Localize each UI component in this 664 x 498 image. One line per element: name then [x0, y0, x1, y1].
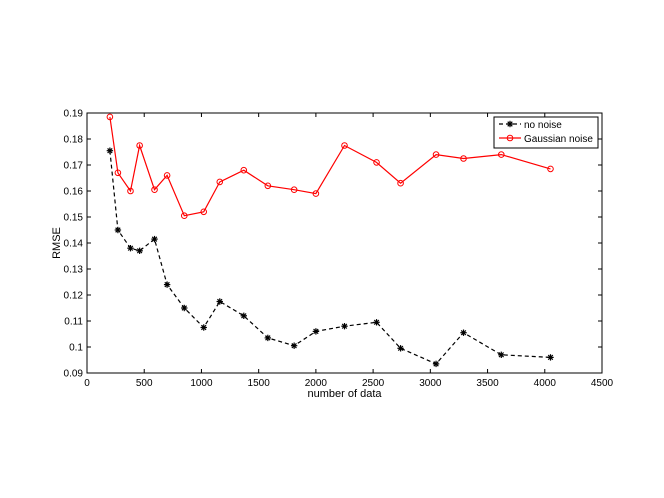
data-point-no-noise — [163, 281, 171, 288]
data-point-gaussian-noise — [240, 166, 248, 174]
data-point-no-noise — [264, 334, 272, 342]
y-tick-label: 0.16 — [64, 187, 84, 198]
x-tick-label: 3000 — [419, 378, 442, 389]
data-point-no-noise — [181, 304, 188, 312]
data-point-no-noise — [373, 319, 380, 326]
y-tick-label: 0.12 — [64, 291, 84, 302]
x-axis: 0 500 1000 1500 2000 2500 3000 3500 4000 4500 — [84, 113, 614, 389]
plot-area — [86, 112, 603, 374]
series-layer — [106, 113, 554, 368]
y-tick-label: 0.15 — [64, 213, 84, 224]
data-point-gaussian-noise — [264, 182, 272, 190]
data-point-no-noise — [432, 360, 440, 368]
data-point-gaussian-noise — [341, 142, 348, 149]
data-point-gaussian-noise — [373, 159, 380, 166]
data-point-no-noise — [127, 245, 134, 252]
data-point-no-noise — [151, 235, 158, 243]
data-point-gaussian-noise — [114, 169, 122, 177]
y-tick-label: 0.11 — [64, 317, 83, 328]
data-point-gaussian-noise — [163, 172, 171, 179]
data-point-no-noise — [240, 312, 247, 319]
x-tick-label: 1500 — [248, 378, 271, 389]
x-tick-label: 4500 — [591, 378, 614, 389]
legend-marker-no-noise — [506, 120, 514, 128]
x-tick-label: 0 — [84, 378, 90, 389]
data-point-no-noise — [114, 226, 122, 234]
y-axis-label: RMSE — [51, 227, 63, 259]
data-point-no-noise — [498, 351, 505, 358]
data-point-gaussian-noise — [432, 151, 440, 158]
x-tick-label: 3500 — [476, 378, 499, 389]
x-tick-label: 4000 — [534, 378, 557, 389]
data-point-gaussian-noise — [216, 178, 224, 186]
data-point-no-noise — [341, 323, 348, 330]
data-point-no-noise — [136, 247, 143, 254]
legend-star-marker — [506, 120, 514, 128]
y-tick-label: 0.14 — [64, 239, 84, 250]
data-point-gaussian-noise — [312, 190, 320, 197]
data-point-gaussian-noise — [136, 142, 143, 149]
data-point-gaussian-noise — [547, 165, 554, 173]
y-tick-label: 0.09 — [64, 369, 84, 380]
x-axis-label: number of data — [308, 388, 383, 400]
legend: no noise Gaussian noise — [493, 116, 599, 149]
data-point-gaussian-noise — [497, 151, 505, 158]
data-point-gaussian-noise — [397, 179, 404, 187]
data-point-gaussian-noise — [200, 208, 208, 216]
legend-circle-marker — [506, 134, 514, 142]
legend-label-no-noise: no noise — [524, 120, 562, 131]
data-point-gaussian-noise — [106, 113, 114, 121]
y-tick-label: 0.18 — [64, 135, 84, 146]
data-point-no-noise — [397, 345, 404, 352]
legend-marker-gaussian-noise — [506, 134, 514, 142]
data-point-no-noise — [200, 324, 207, 331]
legend-box — [493, 116, 599, 149]
data-point-gaussian-noise — [180, 212, 188, 219]
data-point-gaussian-noise — [460, 155, 467, 162]
data-point-no-noise — [547, 354, 554, 361]
y-tick-label: 0.13 — [64, 265, 84, 276]
x-tick-label: 2500 — [362, 378, 385, 389]
series-line-gaussian-noise — [109, 116, 551, 217]
data-point-no-noise — [216, 298, 223, 305]
data-point-no-noise — [312, 328, 320, 335]
x-tick-label: 500 — [136, 378, 153, 389]
y-axis: 0.09 0.1 0.11 0.12 0.13 0.14 0.15 0.16 0.17 0.18 0… — [64, 109, 602, 380]
x-tick-label: 1000 — [190, 378, 213, 389]
legend-label-gaussian-noise: Gaussian noise — [524, 134, 593, 145]
x-tick-label: 2000 — [305, 378, 328, 389]
data-point-no-noise — [460, 329, 467, 336]
y-tick-label: 0.1 — [69, 343, 83, 354]
y-tick-label: 0.19 — [64, 109, 84, 120]
data-point-gaussian-noise — [290, 186, 298, 193]
data-point-gaussian-noise — [127, 187, 134, 195]
data-point-no-noise — [106, 147, 114, 154]
y-tick-label: 0.17 — [64, 161, 84, 172]
data-point-no-noise — [290, 342, 298, 349]
data-point-gaussian-noise — [151, 186, 158, 193]
